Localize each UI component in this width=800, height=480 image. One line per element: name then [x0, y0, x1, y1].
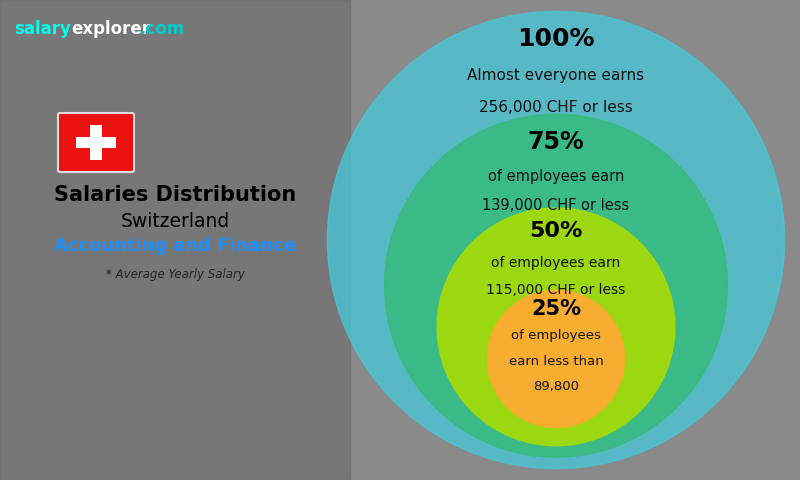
Bar [0, 0, 350, 480]
Text: 139,000 CHF or less: 139,000 CHF or less [482, 198, 630, 213]
Text: earn less than: earn less than [509, 355, 603, 368]
Text: of employees: of employees [511, 329, 601, 343]
Circle shape [487, 290, 625, 427]
Text: of employees earn: of employees earn [488, 168, 624, 183]
Text: explorer: explorer [71, 20, 150, 38]
Text: * Average Yearly Salary: * Average Yearly Salary [106, 268, 245, 281]
Text: 89,800: 89,800 [533, 380, 579, 393]
Text: Switzerland: Switzerland [120, 212, 230, 231]
Text: 25%: 25% [531, 299, 581, 319]
Bar [76, 137, 116, 148]
Circle shape [385, 114, 727, 457]
Text: 256,000 CHF or less: 256,000 CHF or less [479, 100, 633, 115]
Text: 50%: 50% [530, 221, 582, 241]
Text: Accounting and Finance: Accounting and Finance [54, 237, 296, 255]
Circle shape [437, 208, 675, 446]
Text: Almost everyone earns: Almost everyone earns [467, 68, 645, 83]
Text: Salaries Distribution: Salaries Distribution [54, 185, 296, 205]
Text: 115,000 CHF or less: 115,000 CHF or less [486, 283, 626, 297]
Bar [90, 125, 102, 159]
Text: 100%: 100% [518, 27, 594, 51]
Text: salary: salary [14, 20, 71, 38]
Text: of employees earn: of employees earn [491, 256, 621, 270]
FancyBboxPatch shape [58, 113, 134, 172]
Text: 75%: 75% [528, 130, 584, 154]
Text: .com: .com [139, 20, 184, 38]
Circle shape [327, 12, 785, 468]
